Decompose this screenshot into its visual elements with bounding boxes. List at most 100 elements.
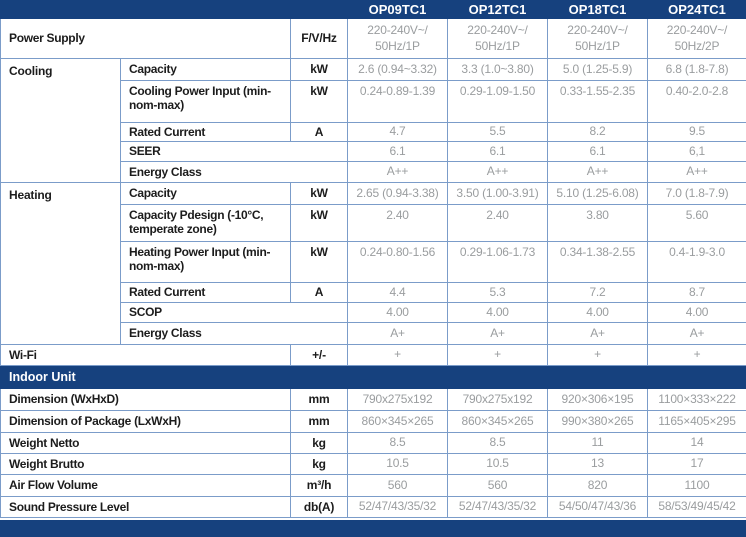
row-dimension-package: Dimension of Package (LxWxH) mm 860×345×26…: [0, 410, 746, 433]
row-heating-capacity: Heating Capacity kW 2.65 (0.94-3.38) 3.50 (1…: [0, 182, 746, 345]
label-heating-rated-current: Rated Current: [120, 282, 291, 303]
column-header-op18tc1: OP18TC1: [547, 0, 648, 19]
label-cooling-energy-class: Energy Class: [120, 161, 348, 183]
label-cooling-rated-current: Rated Current: [120, 122, 291, 142]
value-dimension-package-op09tc1: 860×345×265: [347, 410, 448, 433]
value-power-supply-op18tc1: 220-240V~/ 50Hz/1P: [547, 18, 648, 59]
label-heating-energy-class: Energy Class: [120, 322, 348, 345]
value-sound-pressure-level-op24tc1: 58/53/49/45/42: [647, 496, 746, 518]
value-weight-netto-op09tc1: 8.5: [347, 432, 448, 454]
value-wifi-op18tc1: +: [547, 344, 648, 366]
value-wifi-op09tc1: +: [347, 344, 448, 366]
value-capacity-pdesign-op18tc1: 3.80: [547, 204, 648, 242]
label-wifi: Wi-Fi: [0, 344, 291, 366]
row-power-supply: Power Supply F/V/Hz 220-240V~/ 50Hz/1P 220-…: [0, 18, 746, 59]
unit-heating-rated-current: A: [290, 282, 348, 303]
label-sound-pressure-level: Sound Pressure Level: [0, 496, 291, 518]
column-header-op12tc1: OP12TC1: [447, 0, 548, 19]
value-heating-rated-current-op18tc1: 7.2: [547, 282, 648, 303]
unit-heating-capacity: kW: [290, 182, 348, 205]
label-weight-brutto: Weight Brutto: [0, 453, 291, 475]
label-weight-netto: Weight Netto: [0, 432, 291, 454]
value-seer-op12tc1: 6.1: [447, 141, 548, 162]
row-dimension: Dimension (WxHxD) mm 790x275x192 790x275x19…: [0, 388, 746, 411]
row-cooling-power-input: Cooling Power Input (min-nom-max) kW 0.24-…: [1, 80, 746, 123]
section-header-indoor-unit-header: Indoor Unit: [0, 365, 746, 389]
row-cooling-capacity: Cooling Capacity kW 2.6 (0.94~3.32) 3.3 (1.0…: [0, 58, 746, 183]
group-label-heating: Heating: [0, 182, 121, 345]
value-heating-rated-current-op09tc1: 4.4: [347, 282, 448, 303]
value-heating-rated-current-op24tc1: 8.7: [647, 282, 746, 303]
value-air-flow-volume-op12tc1: 560: [447, 474, 548, 497]
value-dimension-package-op24tc1: 1165×405×295: [647, 410, 746, 433]
value-cooling-energy-class-op09tc1: A++: [347, 161, 448, 183]
unit-cooling-capacity: kW: [290, 58, 348, 81]
footer-bar: [0, 520, 746, 537]
row-scop: SCOP 4.00 4.00 4.00 4.00: [1, 302, 746, 323]
value-dimension-op24tc1: 1100×333×222: [647, 388, 746, 411]
value-cooling-capacity-op12tc1: 3.3 (1.0~3.80): [447, 58, 548, 81]
column-header-op09tc1: OP09TC1: [347, 0, 448, 19]
value-cooling-rated-current-op18tc1: 8.2: [547, 122, 648, 142]
value-dimension-package-op18tc1: 990×380×265: [547, 410, 648, 433]
unit-cooling-rated-current: A: [290, 122, 348, 142]
value-cooling-capacity-op24tc1: 6.8 (1.8-7.8): [647, 58, 746, 81]
value-heating-power-input-op18tc1: 0.34-1.38-2.55: [547, 241, 648, 283]
unit-heating-power-input: kW: [290, 241, 348, 283]
label-cooling-capacity: Capacity: [120, 58, 291, 81]
row-wifi: Wi-Fi +/- + + + +: [0, 344, 746, 366]
value-weight-brutto-op18tc1: 13: [547, 453, 648, 475]
value-seer-op24tc1: 6,1: [647, 141, 746, 162]
value-heating-rated-current-op12tc1: 5.3: [447, 282, 548, 303]
value-sound-pressure-level-op09tc1: 52/47/43/35/32: [347, 496, 448, 518]
value-scop-op18tc1: 4.00: [547, 302, 648, 323]
value-air-flow-volume-op18tc1: 820: [547, 474, 648, 497]
value-sound-pressure-level-op18tc1: 54/50/47/43/36: [547, 496, 648, 518]
unit-dimension-package: mm: [290, 410, 348, 433]
value-heating-power-input-op09tc1: 0.24-0.80-1.56: [347, 241, 448, 283]
value-capacity-pdesign-op12tc1: 2.40: [447, 204, 548, 242]
value-power-supply-op24tc1: 220-240V~/ 50Hz/2P: [647, 18, 746, 59]
unit-power-supply: F/V/Hz: [290, 18, 348, 59]
row-cooling-energy-class: Energy Class A++ A++ A++ A++: [1, 161, 746, 183]
label-seer: SEER: [120, 141, 348, 162]
unit-weight-netto: kg: [290, 432, 348, 454]
label-capacity-pdesign: Capacity Pdesign (-10°C, temperate zone): [120, 204, 291, 242]
model-header-row: OP09TC1 OP12TC1 OP18TC1 OP24TC1: [0, 0, 746, 19]
value-dimension-op12tc1: 790x275x192: [447, 388, 548, 411]
value-cooling-energy-class-op12tc1: A++: [447, 161, 548, 183]
row-heating-rated-current: Rated Current A 4.4 5.3 7.2 8.7: [1, 282, 746, 303]
value-capacity-pdesign-op24tc1: 5.60: [647, 204, 746, 242]
unit-capacity-pdesign: kW: [290, 204, 348, 242]
label-heating-capacity: Capacity: [120, 182, 291, 205]
row-indoor-unit-header: Indoor Unit: [0, 365, 746, 389]
unit-air-flow-volume: m³/h: [290, 474, 348, 497]
label-heating-power-input: Heating Power Input (min-nom-max): [120, 241, 291, 283]
unit-sound-pressure-level: db(A): [290, 496, 348, 518]
value-heating-power-input-op24tc1: 0.4-1.9-3.0: [647, 241, 746, 283]
value-weight-brutto-op24tc1: 17: [647, 453, 746, 475]
value-weight-netto-op12tc1: 8.5: [447, 432, 548, 454]
spec-table-body: OP09TC1 OP12TC1 OP18TC1 OP24TC1 Power Supply…: [0, 0, 746, 518]
unit-wifi: +/-: [290, 344, 348, 366]
value-seer-op09tc1: 6.1: [347, 141, 448, 162]
value-power-supply-op09tc1: 220-240V~/ 50Hz/1P: [347, 18, 448, 59]
value-weight-netto-op24tc1: 14: [647, 432, 746, 454]
spec-table: OP09TC1 OP12TC1 OP18TC1 OP24TC1 Power Supply…: [0, 0, 746, 518]
value-wifi-op12tc1: +: [447, 344, 548, 366]
value-heating-capacity-op12tc1: 3.50 (1.00-3.91): [447, 182, 548, 205]
value-heating-capacity-op18tc1: 5.10 (1.25-6.08): [547, 182, 648, 205]
label-dimension-package: Dimension of Package (LxWxH): [0, 410, 291, 433]
value-heating-power-input-op12tc1: 0.29-1.06-1.73: [447, 241, 548, 283]
value-cooling-power-input-op24tc1: 0.40-2.0-2.8: [647, 80, 746, 123]
value-cooling-power-input-op18tc1: 0.33-1.55-2.35: [547, 80, 648, 123]
value-weight-brutto-op12tc1: 10.5: [447, 453, 548, 475]
value-weight-netto-op18tc1: 11: [547, 432, 648, 454]
row-air-flow-volume: Air Flow Volume m³/h 560 560 820 1100: [0, 474, 746, 497]
label-power-supply: Power Supply: [0, 18, 291, 59]
value-wifi-op24tc1: +: [647, 344, 746, 366]
value-scop-op24tc1: 4.00: [647, 302, 746, 323]
value-dimension-op09tc1: 790x275x192: [347, 388, 448, 411]
value-heating-capacity-op09tc1: 2.65 (0.94-3.38): [347, 182, 448, 205]
value-cooling-energy-class-op18tc1: A++: [547, 161, 648, 183]
